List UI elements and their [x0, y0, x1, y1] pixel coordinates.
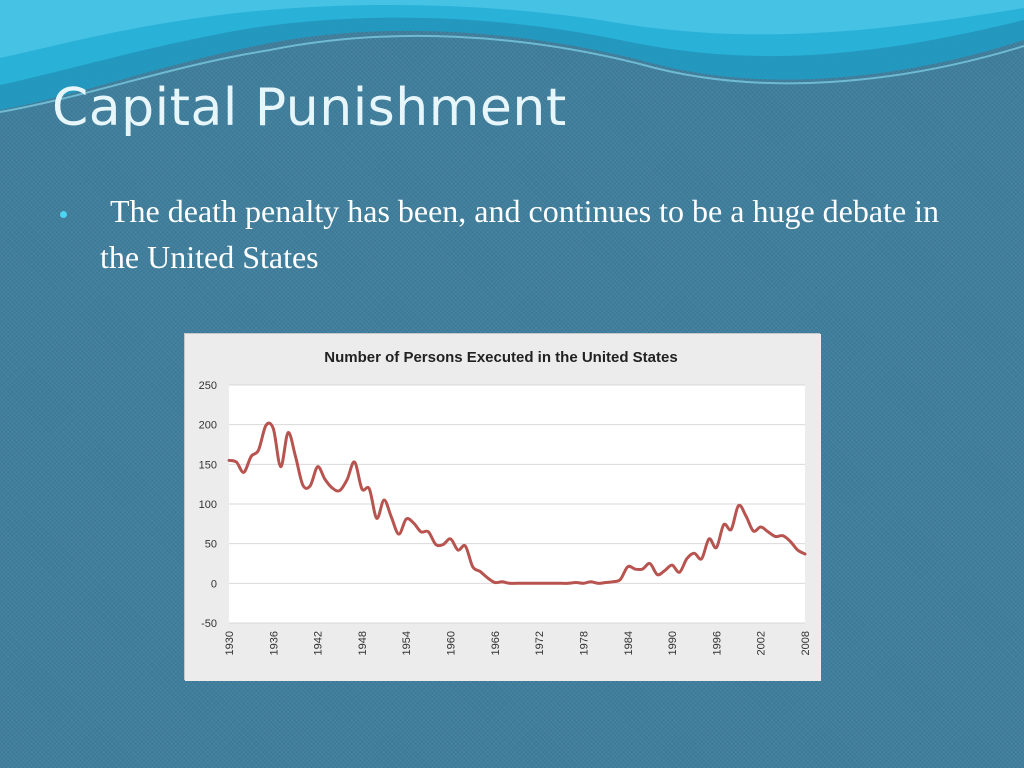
- x-tick-label: 1966: [490, 631, 502, 655]
- x-tick-label: 1954: [401, 631, 413, 655]
- y-tick-label: -50: [201, 618, 217, 630]
- x-tick-label: 1960: [446, 631, 458, 655]
- x-tick-label: 1972: [534, 631, 546, 655]
- x-tick-label: 1990: [667, 631, 679, 655]
- x-tick-label: 1996: [711, 631, 723, 655]
- y-tick-label: 100: [199, 499, 217, 511]
- bullet-list: The death penalty has been, and continue…: [58, 188, 978, 280]
- x-tick-label: 2002: [756, 631, 768, 655]
- x-tick-label: 1984: [623, 631, 635, 655]
- slide-title: Capital Punishment: [52, 78, 567, 138]
- x-tick-label: 2008: [800, 631, 812, 655]
- gridlines: [229, 384, 805, 624]
- executions-chart: Number of Persons Executed in the United…: [184, 333, 821, 681]
- x-tick-label: 1930: [224, 631, 236, 655]
- x-tick-label: 1948: [357, 631, 369, 655]
- y-tick-label: 150: [199, 459, 217, 471]
- bullet-item: The death penalty has been, and continue…: [58, 188, 978, 280]
- x-tick-label: 1978: [578, 631, 590, 655]
- series-line: [227, 421, 807, 585]
- bullet-icon: [60, 211, 67, 218]
- chart-svg: Number of Persons Executed in the United…: [185, 334, 821, 681]
- chart-title: Number of Persons Executed in the United…: [324, 349, 677, 366]
- y-tick-label: 200: [199, 420, 217, 432]
- y-tick-label: 50: [205, 539, 217, 551]
- y-axis: 250 200 150 100 50 0 -50: [199, 380, 217, 630]
- y-tick-label: 0: [211, 578, 217, 590]
- decorative-wave: [0, 0, 1024, 113]
- bullet-text: The death penalty has been, and continue…: [100, 193, 940, 275]
- y-tick-label: 250: [199, 380, 217, 392]
- x-axis: 1930 1936 1942 1948 1954 1960 1966 1972 1978 1984…: [224, 631, 812, 655]
- x-tick-label: 1936: [268, 631, 280, 655]
- x-tick-label: 1942: [313, 631, 325, 655]
